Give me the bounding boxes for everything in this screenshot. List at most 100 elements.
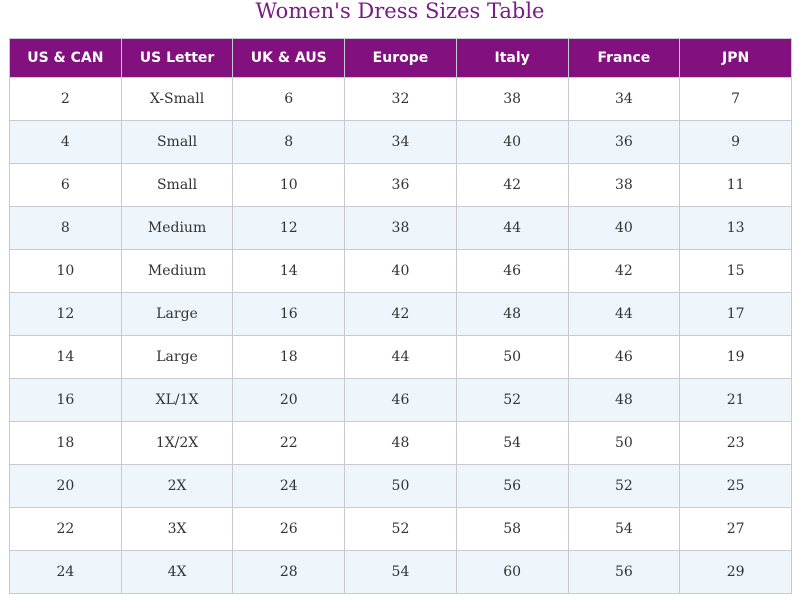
table-cell: Small <box>120 120 234 164</box>
table-cell: 34 <box>344 120 457 164</box>
table-cell: 3X <box>120 507 234 551</box>
table-cell: 42 <box>567 249 681 293</box>
table-cell: 26 <box>232 507 346 551</box>
table-cell: 10 <box>9 249 122 293</box>
table-row: 14 Large 18 44 50 46 19 <box>9 335 792 379</box>
table-cell: 11 <box>679 163 792 207</box>
column-header: US & CAN <box>9 38 122 78</box>
table-cell: 18 <box>9 421 122 465</box>
table-cell: 9 <box>679 120 792 164</box>
table-row: 12 Large 16 42 48 44 17 <box>9 292 792 336</box>
page-title: Women's Dress Sizes Table <box>255 0 545 23</box>
table-cell: 20 <box>9 464 122 508</box>
table-cell: 22 <box>9 507 122 551</box>
table-cell: Medium <box>120 206 234 250</box>
table-cell: 6 <box>9 163 122 207</box>
dress-sizes-table: US & CAN US Letter UK & AUS Europe Italy Fran… <box>9 38 792 594</box>
table-cell: 12 <box>232 206 346 250</box>
table-cell: X-Small <box>120 77 234 121</box>
table-row: 20 2X 24 50 56 52 25 <box>9 464 792 508</box>
table-cell: 23 <box>679 421 792 465</box>
table-cell: 17 <box>679 292 792 336</box>
table-cell: 60 <box>455 550 569 594</box>
table-cell: 38 <box>455 77 569 121</box>
table-header-row: US & CAN US Letter UK & AUS Europe Italy Fran… <box>9 38 792 78</box>
table-cell: 4X <box>120 550 234 594</box>
table-cell: 46 <box>455 249 569 293</box>
table-cell: 6 <box>232 77 346 121</box>
column-header: Italy <box>455 38 569 78</box>
table-cell: 40 <box>567 206 681 250</box>
table-cell: 10 <box>232 163 346 207</box>
table-cell: 56 <box>567 550 681 594</box>
table-cell: 40 <box>455 120 569 164</box>
table-cell: 32 <box>344 77 457 121</box>
table-row: 2 X-Small 6 32 38 34 7 <box>9 77 792 121</box>
column-header: Europe <box>344 38 457 78</box>
table-cell: 13 <box>679 206 792 250</box>
table-cell: 46 <box>344 378 457 422</box>
table-body: 2 X-Small 6 32 38 34 7 4 Small 8 34 40 36 9 6 Small 10 36… <box>9 77 792 594</box>
table-row: 8 Medium 12 38 44 40 13 <box>9 206 792 250</box>
table-cell: 52 <box>344 507 457 551</box>
table-cell: 2 <box>9 77 122 121</box>
table-cell: 8 <box>232 120 346 164</box>
table-row: 4 Small 8 34 40 36 9 <box>9 120 792 164</box>
table-cell: 19 <box>679 335 792 379</box>
table-cell: 21 <box>679 378 792 422</box>
table-row: 16 XL/1X 20 46 52 48 21 <box>9 378 792 422</box>
table-cell: 44 <box>567 292 681 336</box>
table-cell: Large <box>120 335 234 379</box>
table-cell: 4 <box>9 120 122 164</box>
table-row: 22 3X 26 52 58 54 27 <box>9 507 792 551</box>
table-cell: 48 <box>567 378 681 422</box>
table-cell: 7 <box>679 77 792 121</box>
table-cell: 54 <box>567 507 681 551</box>
table-cell: 54 <box>455 421 569 465</box>
table-cell: 2X <box>120 464 234 508</box>
table-cell: 50 <box>455 335 569 379</box>
table-cell: 50 <box>344 464 457 508</box>
table-cell: 34 <box>567 77 681 121</box>
table-cell: 42 <box>344 292 457 336</box>
table-cell: 8 <box>9 206 122 250</box>
column-header: France <box>567 38 681 78</box>
column-header: UK & AUS <box>232 38 346 78</box>
table-cell: Medium <box>120 249 234 293</box>
table-cell: 28 <box>232 550 346 594</box>
table-cell: 44 <box>344 335 457 379</box>
table-cell: 22 <box>232 421 346 465</box>
table-cell: 1X/2X <box>120 421 234 465</box>
table-cell: 52 <box>455 378 569 422</box>
table-cell: 54 <box>344 550 457 594</box>
column-header: US Letter <box>120 38 234 78</box>
table-cell: 14 <box>9 335 122 379</box>
table-row: 6 Small 10 36 42 38 11 <box>9 163 792 207</box>
table-cell: 36 <box>567 120 681 164</box>
table-cell: 18 <box>232 335 346 379</box>
table-cell: 56 <box>455 464 569 508</box>
table-cell: 36 <box>344 163 457 207</box>
table-cell: 25 <box>679 464 792 508</box>
table-cell: 24 <box>232 464 346 508</box>
table-cell: 38 <box>344 206 457 250</box>
table-cell: 58 <box>455 507 569 551</box>
table-cell: XL/1X <box>120 378 234 422</box>
table-row: 18 1X/2X 22 48 54 50 23 <box>9 421 792 465</box>
table-cell: 16 <box>9 378 122 422</box>
table-cell: 29 <box>679 550 792 594</box>
table-cell: 38 <box>567 163 681 207</box>
table-cell: 40 <box>344 249 457 293</box>
table-cell: 46 <box>567 335 681 379</box>
table-cell: 52 <box>567 464 681 508</box>
table-cell: 27 <box>679 507 792 551</box>
table-cell: 42 <box>455 163 569 207</box>
table-row: 10 Medium 14 40 46 42 15 <box>9 249 792 293</box>
column-header: JPN <box>679 38 792 78</box>
table-cell: Large <box>120 292 234 336</box>
table-cell: 48 <box>344 421 457 465</box>
table-cell: 16 <box>232 292 346 336</box>
table-cell: 50 <box>567 421 681 465</box>
table-cell: Small <box>120 163 234 207</box>
table-cell: 44 <box>455 206 569 250</box>
